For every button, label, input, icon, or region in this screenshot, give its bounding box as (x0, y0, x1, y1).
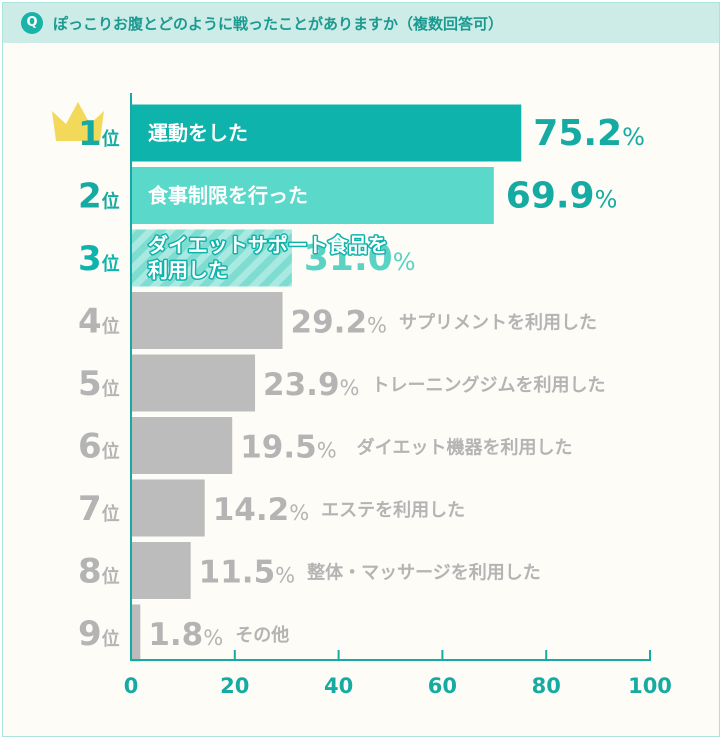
bar-7 (131, 479, 205, 537)
rank-label-2: 2位 (78, 177, 120, 217)
bar-row-8: 8位 11.5% 整体・マッサージを利用した (78, 542, 541, 599)
value-label-1: 75.2% (533, 113, 645, 154)
x-tick-label-0: 0 (124, 674, 139, 698)
bar-1 (131, 104, 522, 162)
value-label-2: 69.9% (506, 176, 618, 217)
category-label-5: トレーニングジムを利用した (372, 374, 606, 396)
rank-label-6: 6位 (78, 427, 120, 467)
x-tick-label-60: 60 (428, 674, 457, 698)
x-tick-label-40: 40 (324, 674, 353, 698)
category-label-4: サプリメントを利用した (399, 312, 597, 334)
rank-label-1: 1位 (78, 114, 120, 154)
bar-2 (131, 167, 494, 224)
x-tick-label-100: 100 (628, 674, 672, 698)
bar-9 (131, 604, 141, 662)
x-tick-label-20: 20 (220, 674, 249, 698)
bar-4 (131, 292, 283, 349)
category-label-6: ダイエット機器を利用した (357, 437, 573, 459)
category-label-7: エステを利用した (321, 499, 465, 521)
bar-row-5: 5位 23.9% トレーニングジムを利用した (78, 354, 606, 412)
value-label-9: 1.8% (148, 617, 223, 653)
value-label-4: 29.2% (291, 305, 387, 341)
bar-row-7: 7位 14.2% エステを利用した (78, 479, 465, 537)
category-label-9: その他 (235, 624, 289, 646)
bar-row-6: 6位 19.5% ダイエット機器を利用した (78, 417, 573, 474)
category-label-8: 整体・マッサージを利用した (306, 562, 541, 584)
bar-row-3: 3位 31.0%ダイエットサポート食品を利用した (78, 229, 416, 287)
rank-label-7: 7位 (78, 489, 120, 529)
rank-label-8: 8位 (78, 552, 120, 592)
value-label-6: 19.5% (240, 430, 336, 466)
bar-row-1: 1位 75.2% 運動をした (52, 102, 645, 162)
category-label-3: ダイエットサポート食品を利用した (148, 233, 388, 282)
bar-row-4: 4位 29.2% サプリメントを利用した (78, 292, 597, 349)
rank-label-4: 4位 (78, 302, 120, 342)
question-badge: Q (21, 12, 43, 34)
category-label-2: 食事制限を行った (148, 184, 308, 208)
rank-label-9: 9位 (78, 614, 120, 654)
bar-8 (131, 542, 191, 599)
value-label-7: 14.2% (213, 492, 309, 528)
bar-3 (131, 229, 292, 287)
category-label-1: 運動をした (148, 121, 248, 145)
value-label-3: 31.0% (304, 238, 416, 279)
bar-row-2: 2位 69.9% 食事制限を行った (78, 167, 617, 224)
bar-6 (131, 417, 233, 474)
question-header: Q ぽっこりお腹とどのように戦ったことがありますか（複数回答可） (3, 3, 719, 43)
bar-5 (131, 354, 256, 412)
crown-icon (52, 102, 104, 141)
x-tick-label-80: 80 (532, 674, 561, 698)
rank-label-3: 3位 (78, 239, 120, 279)
question-text: ぽっこりお腹とどのように戦ったことがありますか（複数回答可） (53, 15, 504, 33)
rank-label-5: 5位 (78, 364, 120, 404)
value-label-8: 11.5% (199, 555, 295, 591)
bar-row-9: 9位 1.8% その他 (78, 604, 289, 662)
value-label-5: 23.9% (263, 367, 359, 403)
